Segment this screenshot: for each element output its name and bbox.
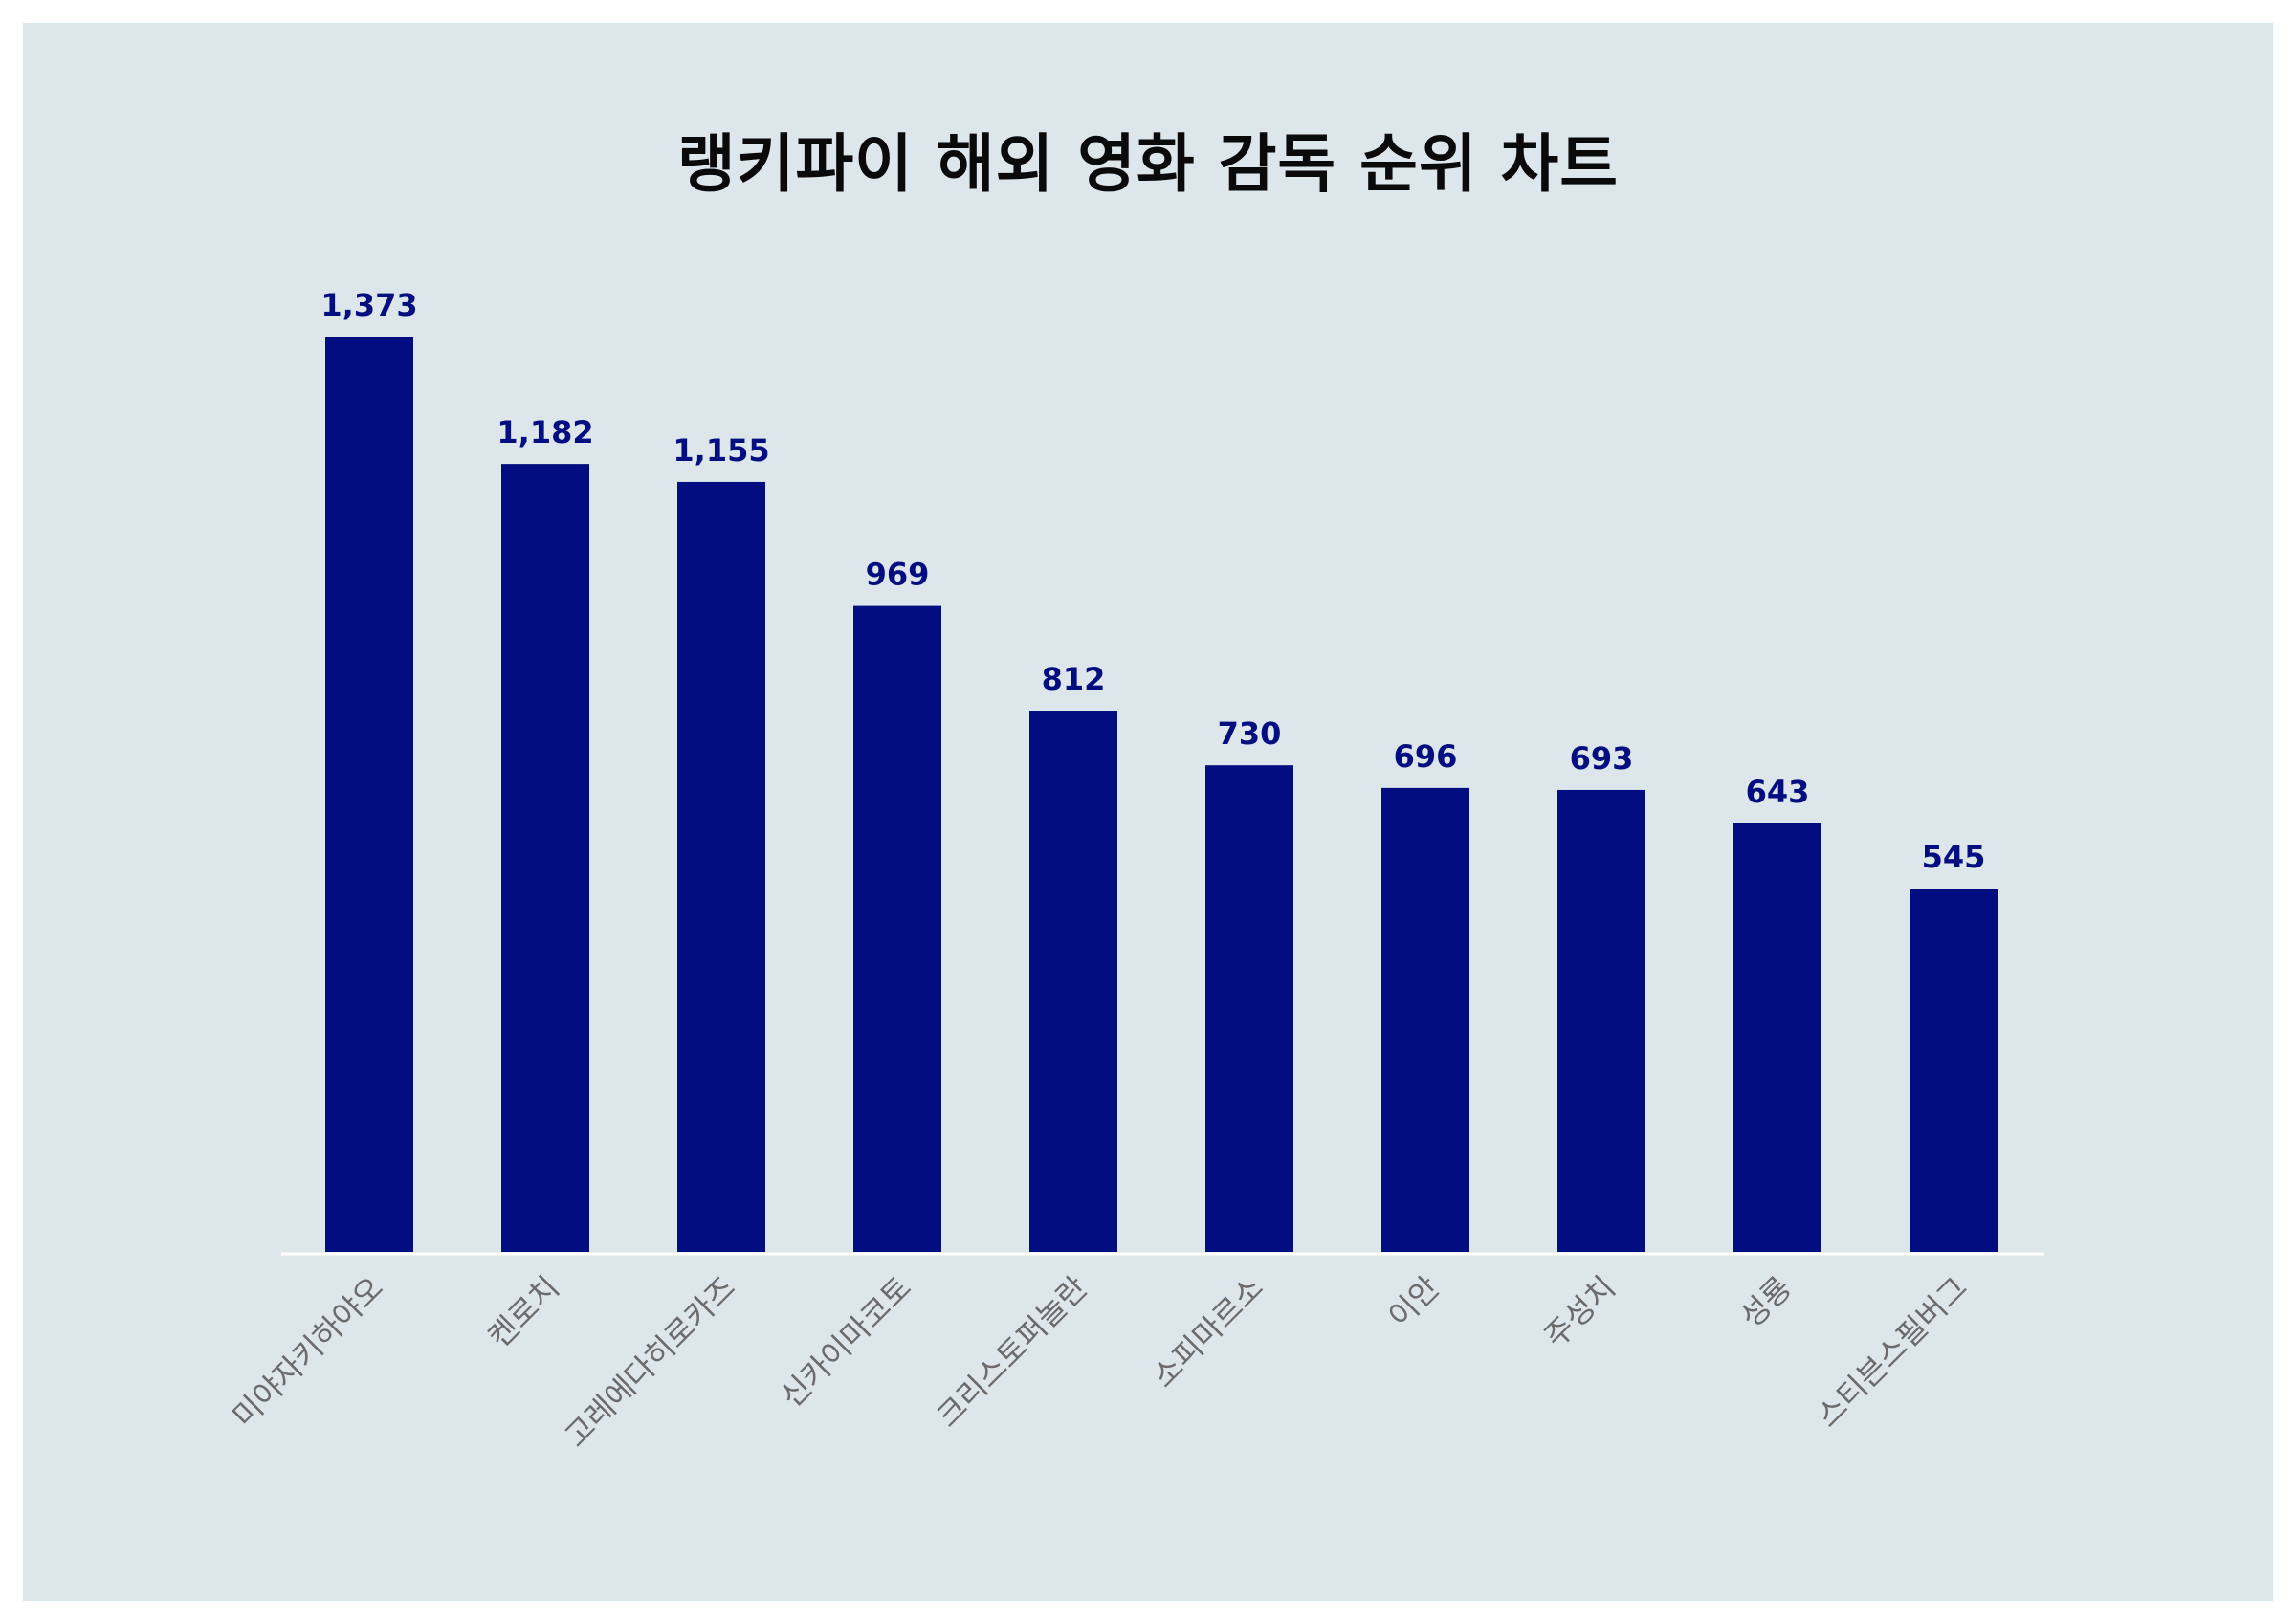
- bar: [1910, 889, 1998, 1252]
- bar: [677, 481, 765, 1253]
- bar-value-label: 1,182: [497, 414, 593, 450]
- bar: [325, 337, 413, 1252]
- bars-layer: [325, 337, 1998, 1253]
- bar-value-label: 1,373: [320, 287, 417, 323]
- category-tick-label: 주성치: [1537, 1269, 1623, 1354]
- bar: [501, 464, 589, 1252]
- category-tick-label: 신카이마코토: [773, 1269, 918, 1415]
- bar-value-label: 969: [866, 557, 930, 593]
- bar: [1029, 711, 1117, 1252]
- bar-value-label: 693: [1570, 740, 1634, 777]
- bar-value-label: 696: [1394, 738, 1458, 775]
- category-tick-label: 켄로치: [481, 1269, 566, 1354]
- bar: [1381, 787, 1469, 1252]
- bar: [1205, 765, 1293, 1252]
- bar: [1557, 789, 1645, 1252]
- bar: [1733, 823, 1821, 1252]
- category-tick-label: 성룡: [1733, 1269, 1799, 1335]
- category-tick-label: 고레에다히로카즈: [558, 1269, 742, 1454]
- category-tick-label: 소피마르소: [1145, 1269, 1270, 1394]
- category-tick-label: 이안: [1381, 1269, 1447, 1335]
- bar-value-label: 643: [1746, 774, 1810, 810]
- category-tick-label: 크리스토퍼놀란: [929, 1269, 1094, 1435]
- chart-title: 랭키파이 해외 영화 감독 순위 차트: [677, 127, 1619, 201]
- bar-value-label: 1,155: [673, 432, 769, 469]
- bar: [853, 605, 941, 1252]
- category-tick-label: 스티븐스필버그: [1809, 1269, 1975, 1435]
- category-tick-label: 미야자키하야오: [225, 1269, 390, 1435]
- bar-value-label: 545: [1922, 839, 1986, 875]
- bar-value-label: 730: [1218, 715, 1282, 752]
- bar-value-label: 812: [1042, 661, 1106, 697]
